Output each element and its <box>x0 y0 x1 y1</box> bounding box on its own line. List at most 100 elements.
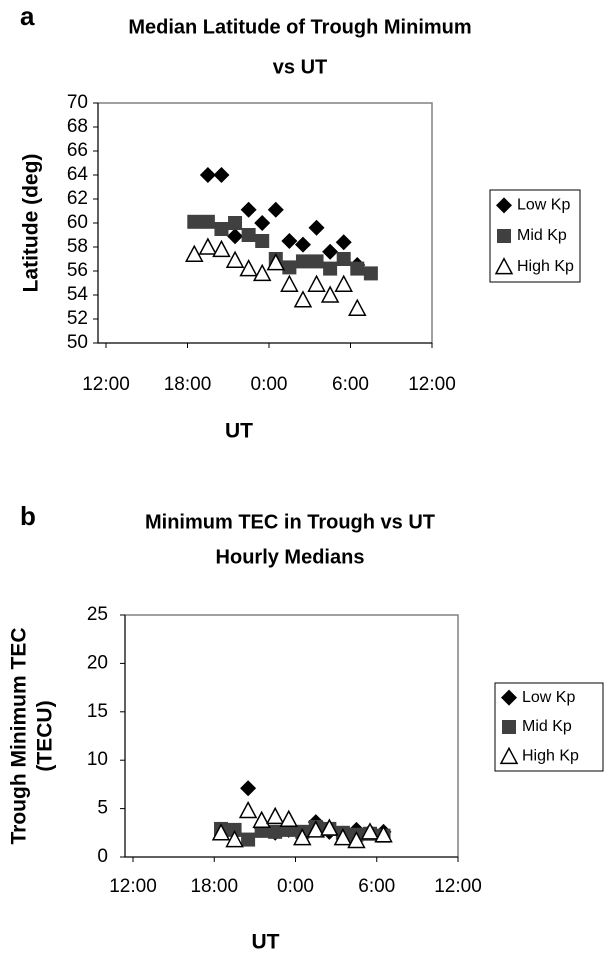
panel-label: b <box>20 501 36 531</box>
marker-square <box>214 222 229 236</box>
legend-label: Mid Kp <box>522 718 572 735</box>
legend-label: High Kp <box>517 258 574 275</box>
marker-square <box>295 254 310 269</box>
marker-triangle <box>211 823 231 841</box>
x-tick-label: 0:00 <box>251 374 288 395</box>
marker-diamond <box>254 215 271 231</box>
marker-triangle <box>374 825 393 843</box>
x-tick-label: 0:00 <box>277 876 314 897</box>
marker-diamond <box>308 219 325 236</box>
marker-diamond <box>267 201 284 218</box>
marker-triangle <box>293 828 312 846</box>
marker-square <box>228 216 243 230</box>
y-tick-label: 62 <box>67 188 88 209</box>
marker-diamond <box>227 228 244 245</box>
marker-square <box>309 254 324 269</box>
x-tick-label: 18:00 <box>164 374 212 395</box>
marker-triangle <box>279 809 298 827</box>
marker-triangle <box>252 810 271 828</box>
marker-diamond <box>213 167 230 183</box>
marker-triangle <box>347 830 366 849</box>
x-tick-label: 12:00 <box>109 876 157 897</box>
y-tick-label: 50 <box>67 332 88 353</box>
y-tick-label: 25 <box>87 604 108 625</box>
x-tick-label: 6:00 <box>358 876 395 897</box>
marker-triangle <box>320 818 339 836</box>
marker-square <box>363 266 378 281</box>
legend-marker <box>499 746 519 765</box>
marker-square <box>241 228 256 242</box>
y-axis-label: (TECU) <box>34 700 57 771</box>
marker-triangle <box>334 274 353 292</box>
marker-diamond <box>281 233 298 249</box>
marker-square <box>350 261 365 276</box>
chart-title: Minimum TEC in Trough vs UT <box>145 511 435 533</box>
marker-diamond <box>322 243 339 260</box>
y-tick-label: 64 <box>67 164 89 185</box>
legend-marker <box>496 197 512 214</box>
x-axis-label: UT <box>225 420 253 443</box>
y-tick-label: 70 <box>67 92 88 113</box>
y-tick-label: 0 <box>97 846 108 867</box>
legend-marker <box>497 229 511 243</box>
marker-triangle <box>348 298 367 316</box>
marker-diamond <box>294 236 311 253</box>
marker-triangle <box>320 285 340 303</box>
marker-square <box>187 214 202 229</box>
y-tick-label: 56 <box>67 260 88 281</box>
marker-square <box>323 261 338 276</box>
legend-label: Low Kp <box>517 197 570 214</box>
x-tick-label: 18:00 <box>190 876 238 897</box>
marker-triangle <box>266 253 286 271</box>
y-tick-label: 52 <box>67 308 88 329</box>
marker-square <box>241 832 256 847</box>
legend-marker <box>494 257 514 275</box>
marker-triangle <box>225 829 244 848</box>
marker-triangle <box>360 822 380 840</box>
chart-title: vs UT <box>273 56 327 78</box>
x-tick-label: 6:00 <box>332 374 369 395</box>
marker-diamond <box>240 780 257 797</box>
legend-label: High Kp <box>522 748 579 765</box>
marker-triangle <box>212 239 231 258</box>
y-tick-label: 15 <box>87 701 108 722</box>
y-tick-label: 10 <box>87 749 108 770</box>
marker-square <box>336 252 351 266</box>
marker-triangle <box>239 259 258 277</box>
marker-square <box>227 822 242 837</box>
x-tick-label: 12:00 <box>82 374 130 395</box>
chart-title: Median Latitude of Trough Minimum <box>128 16 471 38</box>
marker-triangle <box>265 806 285 825</box>
marker-square <box>200 214 215 229</box>
y-tick-label: 5 <box>97 798 108 819</box>
marker-triangle <box>306 820 326 838</box>
legend-marker <box>502 720 516 734</box>
x-axis-label: UT <box>252 931 280 954</box>
y-axis-label: Latitude (deg) <box>20 154 43 293</box>
y-tick-label: 20 <box>87 652 108 673</box>
x-tick-label: 12:00 <box>434 876 482 897</box>
y-axis-label: Trough Minimum TEC <box>8 628 31 845</box>
marker-square <box>268 824 283 839</box>
marker-triangle <box>225 250 245 268</box>
legend-label: Low Kp <box>522 689 575 706</box>
marker-triangle <box>280 274 299 292</box>
marker-triangle <box>198 237 218 255</box>
marker-diamond <box>335 234 352 251</box>
marker-triangle <box>293 290 313 308</box>
marker-diamond <box>199 167 216 183</box>
marker-triangle <box>185 244 204 262</box>
marker-square <box>255 234 270 248</box>
marker-triangle <box>252 263 272 282</box>
y-tick-label: 58 <box>67 236 88 257</box>
legend-label: Mid Kp <box>517 227 567 244</box>
chart-title: Hourly Medians <box>216 546 365 568</box>
x-tick-label: 12:00 <box>408 374 456 395</box>
y-tick-label: 60 <box>67 212 88 233</box>
marker-triangle <box>333 828 353 846</box>
marker-diamond <box>240 201 257 218</box>
panel-label: a <box>20 1 35 31</box>
marker-triangle <box>238 800 258 819</box>
y-tick-label: 66 <box>67 140 88 161</box>
